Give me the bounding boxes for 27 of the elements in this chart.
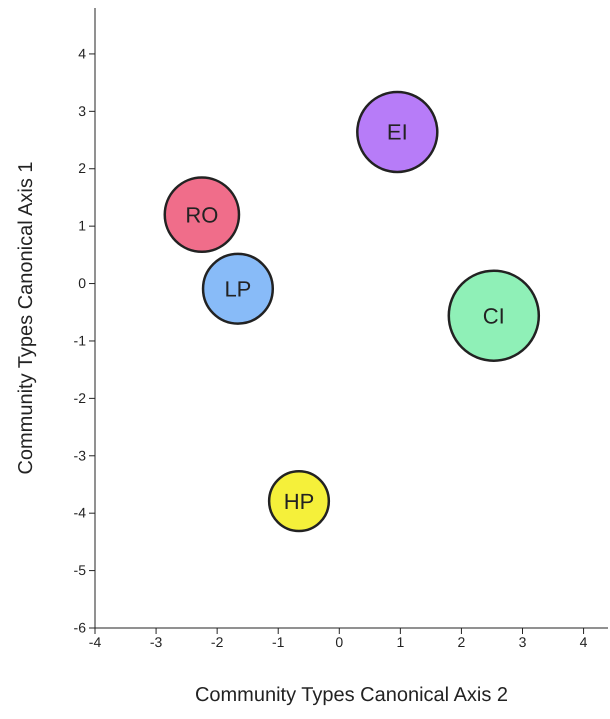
- y-tick-label: -4: [74, 504, 86, 521]
- x-tick-label: 0: [335, 634, 344, 650]
- series-label: LP: [224, 276, 252, 302]
- y-tick-label: 3: [78, 102, 86, 119]
- y-tick-label: 2: [78, 160, 86, 176]
- y-tick-label: -6: [74, 619, 86, 636]
- series-label: HP: [284, 488, 314, 514]
- y-axis-title: Community Types Canonical Axis 1: [15, 161, 37, 475]
- x-tick-label: -2: [210, 634, 224, 650]
- x-axis-title: Community Types Canonical Axis 2: [194, 684, 508, 706]
- y-tick-label: -1: [74, 332, 86, 348]
- x-tick-label: -1: [272, 634, 285, 650]
- series-label: EI: [386, 120, 408, 145]
- y-tick-label: -5: [74, 562, 86, 578]
- x-tick-label: 1: [396, 634, 404, 650]
- y-tick-label: 0: [78, 275, 86, 292]
- x-tick-label: -4: [88, 634, 102, 650]
- x-tick-label: 3: [518, 634, 527, 650]
- series-label: RO: [185, 202, 218, 228]
- y-tick-label: 1: [78, 218, 86, 234]
- y-tick-label: -3: [74, 447, 86, 464]
- x-tick-label: -3: [150, 634, 163, 650]
- y-tick-label: 4: [78, 45, 86, 62]
- series-label: CI: [482, 303, 505, 328]
- x-tick-label: 4: [580, 634, 588, 650]
- y-tick-label: -2: [74, 390, 86, 406]
- x-tick-label: 2: [458, 634, 466, 650]
